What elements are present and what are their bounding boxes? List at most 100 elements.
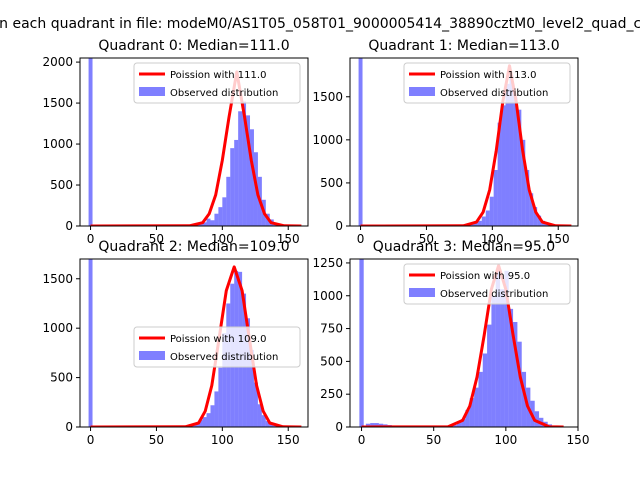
y-tick-label: 0 bbox=[335, 219, 343, 233]
plot-area bbox=[359, 259, 564, 427]
histogram-bar bbox=[246, 115, 251, 226]
legend: Poission with 111.0 Observed distribution bbox=[133, 62, 301, 104]
x-tick-label: 100 bbox=[211, 232, 234, 246]
axes-frame bbox=[79, 258, 309, 428]
histogram-bar bbox=[206, 218, 211, 226]
histogram-bar bbox=[533, 207, 538, 226]
x-tick-label: 100 bbox=[211, 433, 234, 447]
histogram-bar bbox=[202, 417, 207, 427]
y-tick-label: 1000 bbox=[312, 133, 343, 147]
histogram-bar bbox=[359, 259, 364, 427]
histogram-bar bbox=[206, 413, 211, 427]
legend-box bbox=[133, 62, 301, 104]
histogram-bar bbox=[250, 129, 254, 226]
histogram-bar bbox=[508, 308, 514, 427]
x-tick-label: 50 bbox=[426, 433, 441, 447]
x-tick-label: 100 bbox=[481, 232, 504, 246]
legend-observed-swatch bbox=[139, 351, 165, 360]
histogram-bar bbox=[246, 318, 251, 427]
legend-fit-label: Poission with 113.0 bbox=[440, 70, 536, 81]
histogram-bar bbox=[198, 420, 203, 427]
histogram-bar bbox=[222, 197, 227, 226]
y-tick-label: 250 bbox=[320, 387, 343, 401]
histogram-bar bbox=[374, 423, 379, 427]
histogram-bar bbox=[509, 75, 514, 226]
y-tick-label: 750 bbox=[320, 322, 343, 336]
histogram-bar bbox=[222, 333, 227, 427]
x-tick-label: 150 bbox=[277, 433, 300, 447]
histogram-bar bbox=[202, 222, 207, 226]
histogram-bar bbox=[261, 415, 266, 427]
histogram-bar bbox=[218, 207, 223, 226]
y-tick-label: 1500 bbox=[42, 96, 73, 110]
x-tick-label: 150 bbox=[277, 232, 300, 246]
x-tick-label: 50 bbox=[149, 232, 164, 246]
histogram-bar bbox=[525, 170, 530, 226]
histogram-bar bbox=[210, 220, 215, 226]
histogram-bar bbox=[456, 422, 462, 427]
y-tick-label: 1000 bbox=[312, 289, 343, 303]
histogram-bar bbox=[269, 424, 274, 427]
histogram-bar bbox=[257, 404, 262, 427]
poisson-fit-line bbox=[90, 265, 302, 427]
legend-observed-swatch bbox=[409, 87, 435, 96]
legend: Poission with 113.0 Observed distribution bbox=[403, 62, 571, 104]
histogram-bar bbox=[461, 419, 466, 427]
x-tick-label: 50 bbox=[149, 433, 164, 447]
y-tick-label: 500 bbox=[50, 178, 73, 192]
axes-frame bbox=[79, 57, 309, 227]
histogram-bar bbox=[489, 196, 494, 226]
histogram-bar bbox=[517, 109, 522, 226]
histogram-bar bbox=[210, 405, 215, 427]
y-tick-label: 500 bbox=[50, 371, 73, 385]
histogram-bar bbox=[500, 289, 505, 427]
histogram-bar bbox=[505, 83, 510, 226]
x-tick-label: 100 bbox=[494, 433, 517, 447]
legend: Poission with 109.0 Observed distribution bbox=[133, 326, 301, 368]
subplot-title: Quadrant 3: Median=95.0 bbox=[373, 239, 555, 255]
legend-box bbox=[403, 263, 571, 305]
y-tick-label: 500 bbox=[320, 176, 343, 190]
histogram-bar bbox=[487, 324, 492, 427]
histogram-bar bbox=[365, 423, 371, 427]
y-tick-label: 2000 bbox=[42, 55, 73, 69]
legend-observed-label: Observed distribution bbox=[440, 289, 548, 300]
histogram-bar bbox=[517, 341, 522, 427]
legend-box bbox=[403, 62, 571, 104]
histogram-bar bbox=[88, 58, 93, 226]
x-tick-label: 0 bbox=[357, 232, 365, 246]
y-tick-label: 1000 bbox=[42, 137, 73, 151]
histogram-bar bbox=[529, 193, 534, 226]
legend-fit-label: Poission with 95.0 bbox=[440, 271, 530, 282]
histogram-bar bbox=[513, 96, 518, 226]
legend-fit-label: Poission with 109.0 bbox=[170, 334, 266, 345]
y-tick-label: 1500 bbox=[312, 90, 343, 104]
histogram-bar bbox=[504, 270, 509, 427]
legend-fit-label: Poission with 111.0 bbox=[170, 70, 266, 81]
histogram-bar bbox=[521, 371, 527, 427]
histogram-bar bbox=[537, 215, 542, 226]
histogram-bar bbox=[238, 111, 243, 226]
y-tick-label: 1250 bbox=[312, 256, 343, 270]
histogram-bar bbox=[491, 295, 496, 427]
histogram-bar bbox=[465, 409, 470, 427]
histogram-bar bbox=[234, 139, 239, 226]
histogram-bar bbox=[485, 210, 490, 226]
x-tick-label: 150 bbox=[567, 433, 590, 447]
subplot-title: Quadrant 1: Median=113.0 bbox=[368, 38, 559, 54]
histogram-bar bbox=[452, 425, 457, 427]
histogram-bar bbox=[473, 222, 478, 226]
histogram-bar bbox=[495, 269, 501, 427]
legend: Poission with 95.0 Observed distribution bbox=[403, 263, 571, 305]
x-tick-label: 0 bbox=[358, 433, 366, 447]
histogram-bar bbox=[242, 101, 247, 226]
y-tick-label: 500 bbox=[320, 354, 343, 368]
histogram-bar bbox=[474, 387, 479, 427]
histogram-bar bbox=[497, 122, 502, 226]
histogram-bar bbox=[250, 349, 254, 427]
x-tick-label: 0 bbox=[87, 232, 95, 246]
